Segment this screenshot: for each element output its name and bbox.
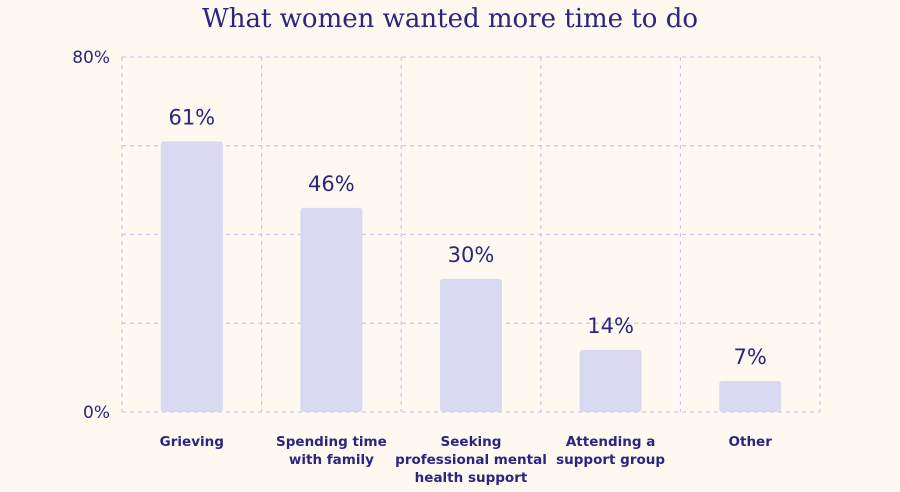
category-label-line: with family (289, 452, 374, 468)
category-label: Other (729, 434, 773, 450)
category-label-line: professional mental (395, 452, 547, 468)
bar-value-label: 46% (308, 172, 355, 196)
chart-title: What women wanted more time to do (201, 4, 698, 34)
category-label: Spending time with family (276, 434, 387, 468)
category-label-line: Spending time (276, 434, 387, 450)
category-label: Grieving (160, 434, 224, 450)
category-label: Seeking professional mental health support (395, 434, 547, 486)
category-label-line: Other (729, 434, 773, 450)
bar-value-label: 30% (448, 243, 495, 267)
bar (300, 207, 363, 412)
bar-value-label: 7% (734, 345, 767, 369)
bar-value-label: 14% (587, 314, 634, 338)
bar (579, 349, 642, 412)
y-tick-label: 80% (72, 48, 110, 68)
category-label-line: Seeking (441, 434, 502, 450)
bar-value-label: 61% (168, 105, 215, 129)
category-label-line: health support (415, 470, 528, 486)
category-label-line: Grieving (160, 434, 224, 450)
bar (160, 141, 223, 412)
category-label-line: Attending a (566, 434, 656, 450)
category-label: Attending a support group (556, 434, 665, 468)
bar (440, 278, 502, 412)
bar (719, 380, 782, 412)
y-tick-label: 0% (83, 403, 110, 423)
category-label-line: support group (556, 452, 665, 468)
